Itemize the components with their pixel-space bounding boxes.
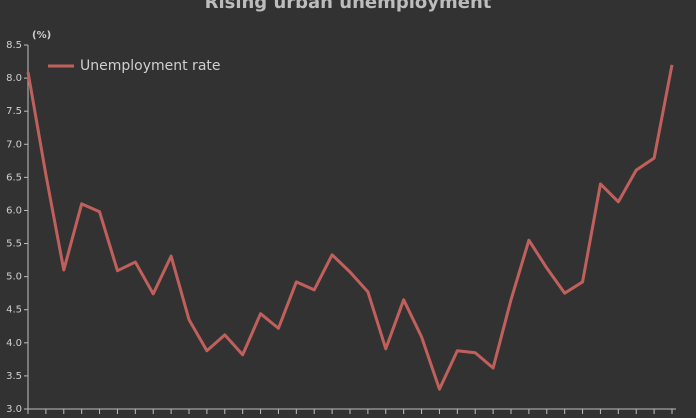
- y-tick-label: 4.0: [6, 338, 22, 349]
- chart-title: Rising urban unemployment: [205, 0, 492, 13]
- y-tick-label: 3.0: [6, 404, 22, 415]
- y-tick-label: 8.5: [6, 40, 22, 51]
- y-tick-label: 4.5: [6, 305, 22, 316]
- legend-label: Unemployment rate: [80, 58, 221, 74]
- y-tick-label: 5.0: [6, 272, 22, 283]
- y-tick-label: 7.5: [6, 106, 22, 117]
- y-tick-label: 8.0: [6, 73, 22, 84]
- y-tick-label: 6.0: [6, 205, 22, 216]
- y-tick-label: 6.5: [6, 172, 22, 183]
- y-tick-label: 7.0: [6, 139, 22, 150]
- data-line: [26, 64, 674, 391]
- y-axis-label: (%): [32, 30, 51, 41]
- y-tick-label: 3.5: [6, 371, 22, 382]
- y-tick-label: 5.5: [6, 239, 22, 250]
